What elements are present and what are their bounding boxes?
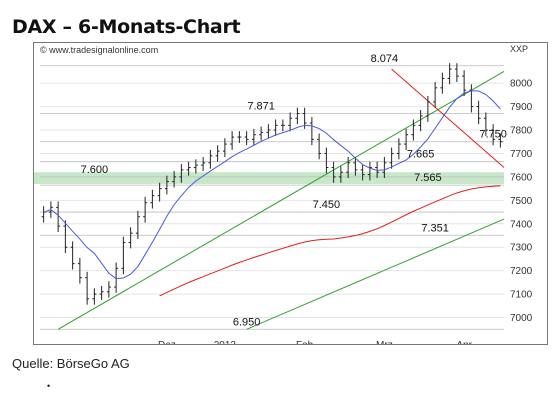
x-tick-label: Mrz	[376, 340, 393, 344]
y-tick-label: 7300	[510, 243, 533, 254]
level-label: 7.351	[421, 222, 449, 234]
level-label: 7.750	[479, 129, 507, 141]
grid	[40, 82, 504, 319]
level-label: 7.871	[247, 100, 275, 112]
y-tick-label: 7100	[510, 290, 533, 301]
moving-average-short	[43, 90, 501, 280]
trend-lines	[57, 68, 505, 330]
x-tick-label: Dez	[158, 340, 176, 344]
moving-average-long	[159, 185, 501, 297]
y-tick-label: 7700	[510, 149, 533, 160]
watermark: © www.tradesignalonline.com	[40, 45, 158, 55]
downtrend-line	[391, 68, 505, 168]
level-label: 7.600	[81, 164, 109, 176]
level-label: 8.074	[371, 53, 399, 65]
y-tick-label: 7000	[510, 313, 533, 324]
y-tick-label: 7500	[510, 196, 533, 207]
y-tick-label: 7900	[510, 102, 533, 113]
level-label: 7.665	[407, 149, 435, 161]
candles	[41, 63, 503, 305]
x-tick-label: Feb	[296, 340, 314, 344]
footer-marker: •	[47, 381, 51, 391]
trend-channel-lower	[246, 218, 505, 330]
y-tick-label: 7600	[510, 172, 533, 183]
x-axis-labels: Dez 2013 Feb Mrz Apr	[158, 340, 473, 351]
y-tick-label: 7200	[510, 266, 533, 277]
support-zone	[34, 172, 504, 184]
y-tick-label: 7400	[510, 219, 533, 230]
y-tick-label: 7800	[510, 126, 533, 137]
level-label: 7.450	[313, 199, 341, 211]
level-label: 6.950	[233, 316, 261, 328]
y-axis-labels: 7000 7100 7200 7300 7400 7500 7600 7700 7800 7900…	[510, 79, 533, 324]
level-label: 7.565	[414, 172, 442, 184]
source-text: Quelle: BörseGo AG	[12, 356, 130, 371]
chart-title: DAX – 6-Monats-Chart	[12, 16, 241, 38]
price-level-labels: 8.074 7.871 7.750 7.665 7.600 7.565 7.450 7.351…	[81, 53, 507, 328]
y-tick-label: 8000	[510, 79, 533, 90]
chart-area: 7000 7100 7200 7300 7400 7500 7600 7700 7800 7900…	[33, 42, 548, 351]
trend-channel-upper	[57, 70, 505, 330]
price-levels	[40, 65, 504, 330]
unit-label: XXP	[510, 44, 528, 54]
x-tick-label: Apr	[456, 340, 472, 344]
x-tick-label: 2013	[214, 340, 237, 344]
dax-chart: 7000 7100 7200 7300 7400 7500 7600 7700 7800 7900…	[34, 44, 533, 351]
